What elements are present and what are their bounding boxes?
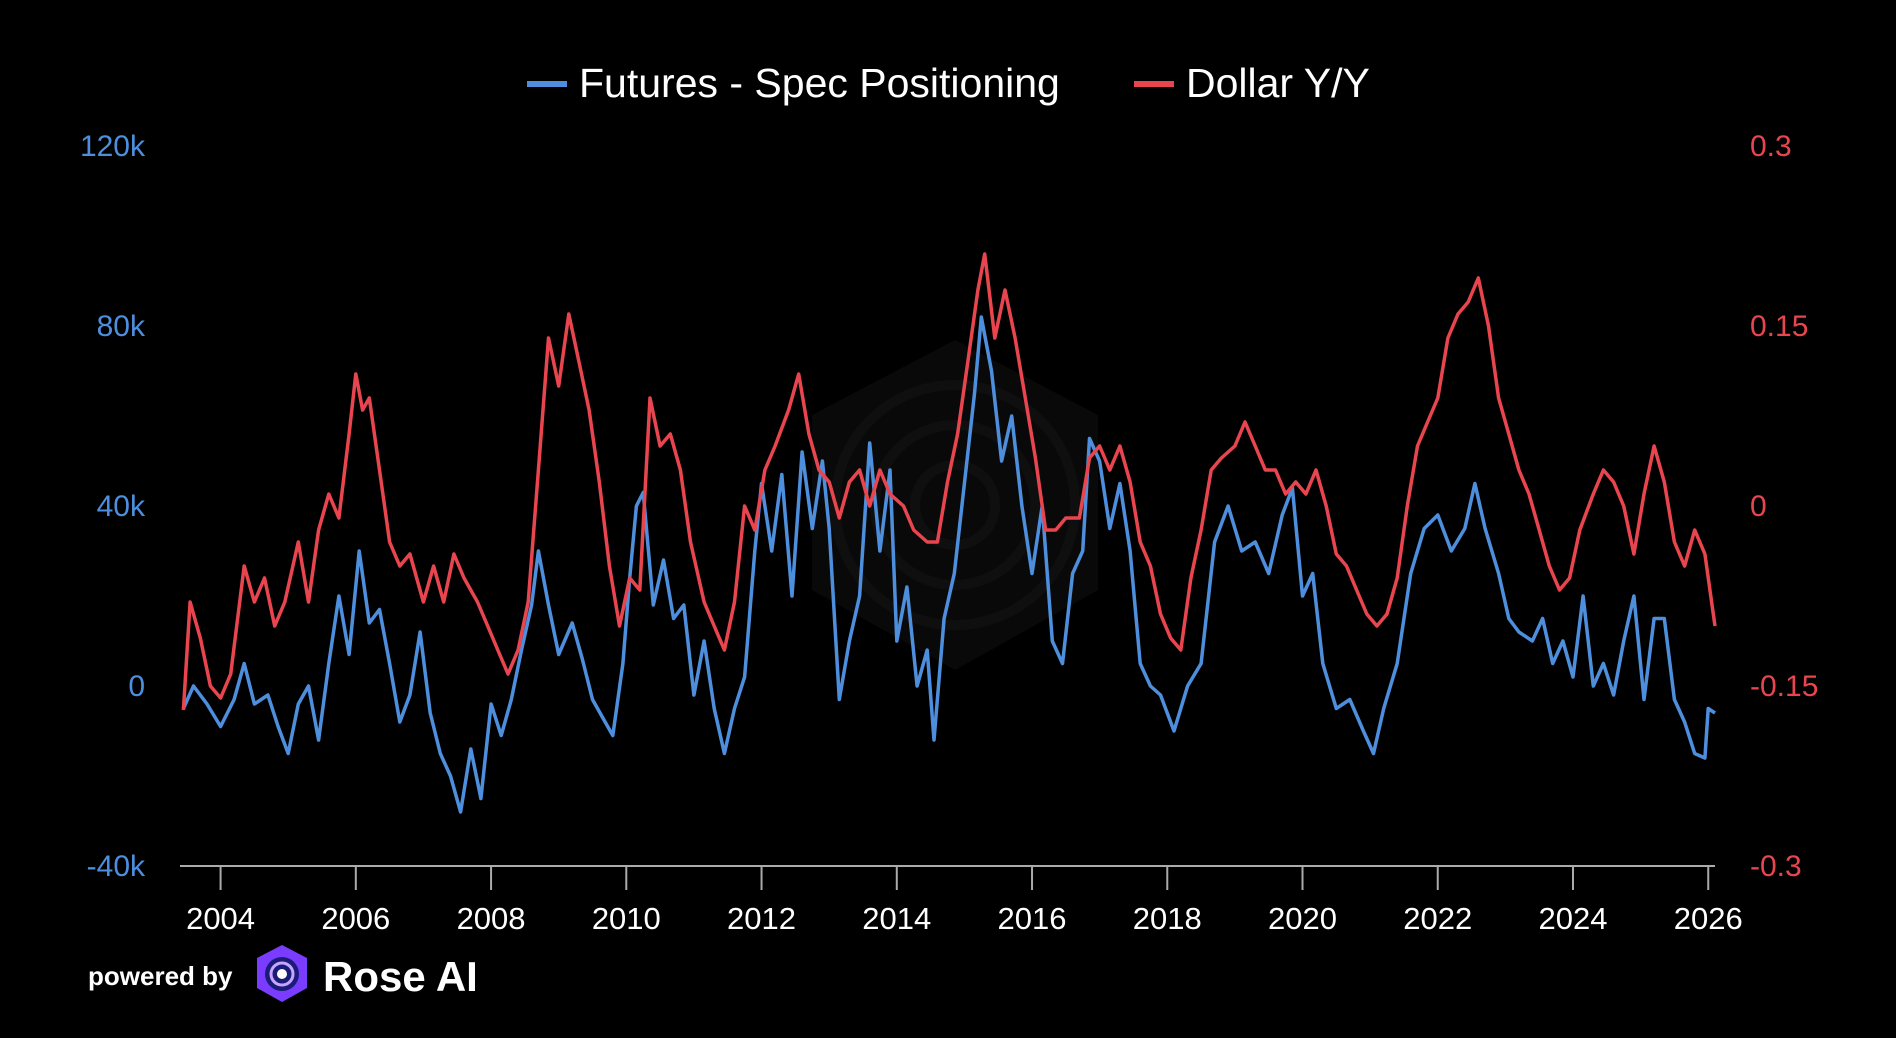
- legend-label-series-0: Futures - Spec Positioning: [579, 60, 1060, 106]
- x-tick-label: 2008: [457, 901, 526, 936]
- legend: Futures - Spec Positioning Dollar Y/Y: [527, 60, 1370, 106]
- x-tick-label: 2018: [1133, 901, 1202, 936]
- branding: powered by Rose AI: [88, 945, 478, 1002]
- x-tick-label: 2006: [321, 901, 390, 936]
- x-tick-label: 2026: [1674, 901, 1743, 936]
- y-left-tick-label: 80k: [97, 310, 146, 343]
- y-right-tick-label: -0.15: [1750, 670, 1818, 703]
- brand-name: Rose AI: [323, 953, 478, 1000]
- y-right-tick-label: 0.15: [1750, 310, 1808, 343]
- y-axis-left: 120k 80k 40k 0 -40k: [80, 130, 146, 883]
- x-tick-label: 2004: [186, 901, 255, 936]
- x-tick-label: 2010: [592, 901, 661, 936]
- rose-ai-logo-icon: [257, 945, 307, 1002]
- x-tick-label: 2024: [1539, 901, 1608, 936]
- y-left-tick-label: 0: [128, 670, 145, 703]
- x-tick-label: 2016: [998, 901, 1067, 936]
- y-right-tick-label: 0.3: [1750, 130, 1792, 163]
- x-tick-label: 2012: [727, 901, 796, 936]
- y-left-tick-label: -40k: [87, 850, 146, 883]
- x-tick-label: 2022: [1403, 901, 1472, 936]
- series-layer: [181, 252, 1717, 814]
- y-right-tick-label: -0.3: [1750, 850, 1802, 883]
- x-tick-label: 2020: [1268, 901, 1337, 936]
- series-line-1: [181, 252, 1717, 711]
- y-left-tick-label: 40k: [97, 490, 146, 523]
- watermark-logo-icon: [812, 340, 1098, 670]
- powered-by-text: powered by: [88, 961, 233, 991]
- series-line-0: [181, 315, 1716, 814]
- y-right-tick-label: 0: [1750, 490, 1767, 523]
- y-axis-right: 0.3 0.15 0 -0.15 -0.3: [1750, 130, 1818, 883]
- legend-label-series-1: Dollar Y/Y: [1186, 60, 1370, 106]
- x-tick-label: 2014: [862, 901, 931, 936]
- y-left-tick-label: 120k: [80, 130, 146, 163]
- x-axis-ticks: 2004 2006 2008 2010 2012 2014 2016 2018 2020 2022…: [186, 866, 1743, 936]
